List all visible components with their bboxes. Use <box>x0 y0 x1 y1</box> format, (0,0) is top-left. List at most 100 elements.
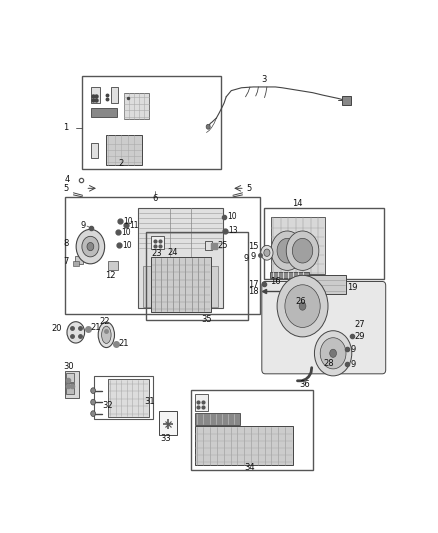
Circle shape <box>285 285 320 327</box>
Text: 14: 14 <box>292 199 302 208</box>
Circle shape <box>277 276 328 337</box>
Text: 9: 9 <box>251 252 256 261</box>
Bar <box>75 256 83 264</box>
Text: 25: 25 <box>217 241 227 250</box>
Circle shape <box>293 238 313 263</box>
Bar <box>298 276 346 294</box>
Text: 26: 26 <box>296 297 307 306</box>
Circle shape <box>271 231 304 270</box>
Circle shape <box>261 245 273 260</box>
Bar <box>143 266 218 308</box>
Circle shape <box>87 243 94 251</box>
Circle shape <box>91 388 95 393</box>
Text: 27: 27 <box>354 320 365 329</box>
Bar <box>66 383 74 394</box>
Text: 33: 33 <box>160 434 171 443</box>
Text: 9: 9 <box>80 221 85 230</box>
Circle shape <box>264 249 270 256</box>
Circle shape <box>76 229 105 264</box>
Text: 31: 31 <box>145 397 155 406</box>
Text: 15: 15 <box>248 242 258 251</box>
Bar <box>108 261 118 270</box>
Bar <box>74 261 78 266</box>
Bar <box>146 232 248 320</box>
Bar <box>66 374 74 382</box>
Text: 4: 4 <box>65 175 70 184</box>
Text: 1: 1 <box>63 123 68 132</box>
Circle shape <box>320 338 346 369</box>
Bar <box>124 93 149 119</box>
Text: 10: 10 <box>227 212 237 221</box>
Circle shape <box>91 399 95 405</box>
Bar <box>106 134 142 165</box>
Text: 9: 9 <box>350 360 355 369</box>
Bar <box>82 76 221 168</box>
Text: 11: 11 <box>130 221 139 230</box>
Text: 10: 10 <box>124 216 133 225</box>
FancyBboxPatch shape <box>262 281 386 374</box>
Bar <box>152 257 211 312</box>
Text: 9: 9 <box>350 345 355 354</box>
Text: 6: 6 <box>152 194 158 203</box>
Bar <box>91 108 117 117</box>
Text: 29: 29 <box>354 332 365 341</box>
Text: 28: 28 <box>324 359 334 368</box>
Ellipse shape <box>67 322 85 343</box>
Text: 3: 3 <box>261 75 266 84</box>
Text: 10: 10 <box>122 241 131 250</box>
Bar <box>271 216 325 274</box>
Bar <box>194 394 208 411</box>
Text: 9: 9 <box>243 254 248 263</box>
Bar <box>94 376 153 419</box>
Circle shape <box>286 231 319 270</box>
Text: 5: 5 <box>247 184 252 193</box>
Bar <box>65 370 78 399</box>
Bar <box>91 87 99 103</box>
Text: 13: 13 <box>229 226 238 235</box>
Circle shape <box>277 238 297 263</box>
Bar <box>194 426 293 465</box>
Bar <box>108 379 149 417</box>
Circle shape <box>314 330 352 376</box>
Text: 12: 12 <box>105 271 116 280</box>
Text: 21: 21 <box>90 323 101 332</box>
Ellipse shape <box>98 322 114 348</box>
Bar <box>138 207 223 308</box>
Text: 18: 18 <box>248 287 258 296</box>
Text: 20: 20 <box>52 324 62 333</box>
Text: 7: 7 <box>64 257 69 266</box>
Bar <box>342 96 351 105</box>
Circle shape <box>91 411 95 416</box>
Text: 35: 35 <box>201 314 212 324</box>
Text: 24: 24 <box>167 248 178 257</box>
Text: 23: 23 <box>152 249 162 258</box>
Bar <box>111 87 118 103</box>
Text: 22: 22 <box>100 317 110 326</box>
Circle shape <box>299 302 306 310</box>
Bar <box>264 208 384 279</box>
Text: 10: 10 <box>121 228 131 237</box>
Bar <box>152 236 164 249</box>
Text: 2: 2 <box>119 159 124 168</box>
Ellipse shape <box>102 326 111 343</box>
Text: 5: 5 <box>63 184 68 193</box>
Text: 32: 32 <box>102 401 113 410</box>
Text: 8: 8 <box>64 239 69 248</box>
Text: 30: 30 <box>63 362 74 372</box>
Circle shape <box>330 349 336 358</box>
Bar <box>270 272 309 278</box>
Circle shape <box>206 124 210 129</box>
Text: 34: 34 <box>244 463 254 472</box>
Bar <box>159 411 177 435</box>
Bar <box>191 390 313 470</box>
Bar <box>205 241 212 251</box>
Text: 16: 16 <box>270 277 281 286</box>
Bar <box>194 413 240 425</box>
Bar <box>91 143 98 158</box>
Text: 21: 21 <box>118 338 129 348</box>
Bar <box>65 197 260 314</box>
Circle shape <box>82 236 99 257</box>
Text: 19: 19 <box>347 283 358 292</box>
Text: 36: 36 <box>299 381 310 390</box>
Text: 17: 17 <box>248 280 258 289</box>
